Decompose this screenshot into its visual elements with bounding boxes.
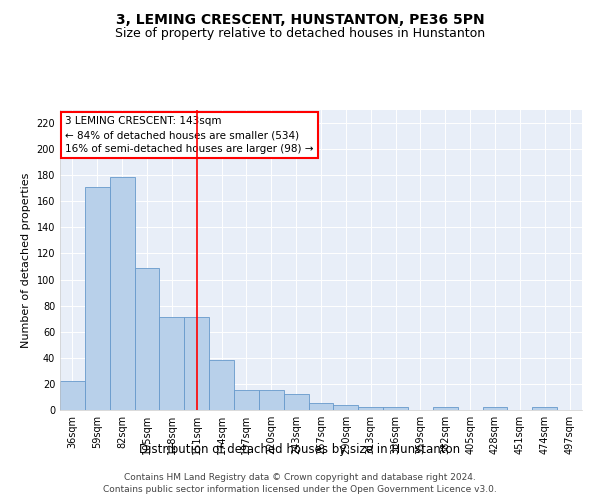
Bar bbox=[209, 360, 234, 410]
Text: 3 LEMING CRESCENT: 143sqm
← 84% of detached houses are smaller (534)
16% of semi: 3 LEMING CRESCENT: 143sqm ← 84% of detac… bbox=[65, 116, 314, 154]
Bar bbox=[234, 390, 259, 410]
Bar bbox=[308, 404, 334, 410]
Bar bbox=[259, 390, 284, 410]
Bar bbox=[60, 382, 85, 410]
Bar bbox=[532, 408, 557, 410]
Bar bbox=[134, 268, 160, 410]
Bar bbox=[334, 405, 358, 410]
Bar bbox=[110, 176, 134, 410]
Bar bbox=[284, 394, 308, 410]
Y-axis label: Number of detached properties: Number of detached properties bbox=[21, 172, 31, 348]
Bar bbox=[85, 187, 110, 410]
Bar bbox=[160, 318, 184, 410]
Text: 3, LEMING CRESCENT, HUNSTANTON, PE36 5PN: 3, LEMING CRESCENT, HUNSTANTON, PE36 5PN bbox=[116, 12, 484, 26]
Text: Contains public sector information licensed under the Open Government Licence v3: Contains public sector information licen… bbox=[103, 485, 497, 494]
Bar bbox=[383, 408, 408, 410]
Bar bbox=[433, 408, 458, 410]
Bar bbox=[482, 408, 508, 410]
Text: Distribution of detached houses by size in Hunstanton: Distribution of detached houses by size … bbox=[139, 442, 461, 456]
Text: Size of property relative to detached houses in Hunstanton: Size of property relative to detached ho… bbox=[115, 28, 485, 40]
Text: Contains HM Land Registry data © Crown copyright and database right 2024.: Contains HM Land Registry data © Crown c… bbox=[124, 472, 476, 482]
Bar bbox=[184, 318, 209, 410]
Bar bbox=[358, 408, 383, 410]
